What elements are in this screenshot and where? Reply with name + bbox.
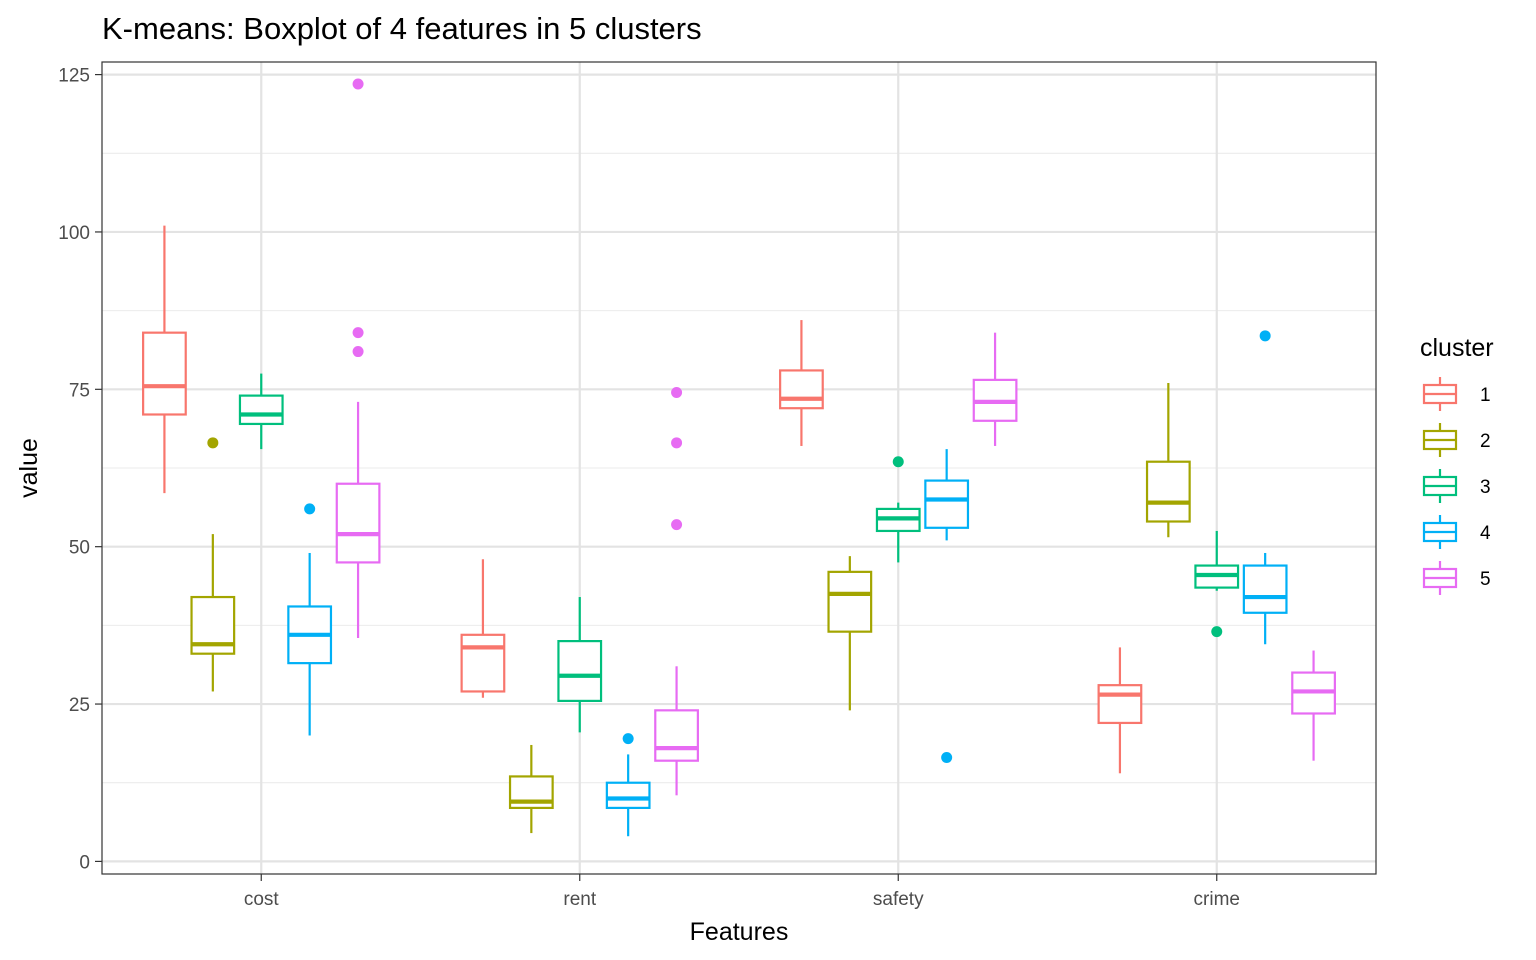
box-cluster-4-cost [287,503,333,736]
x-tick-label: safety [873,889,924,910]
legend-item-5: 5 [1420,557,1491,599]
y-tick-label: 25 [69,695,90,716]
box [1097,684,1143,725]
box-cluster-1-safety [779,320,824,446]
outlier-point [892,456,904,468]
box-cluster-5-cost [335,78,381,638]
box [654,709,699,762]
outlier-point [1259,330,1271,342]
box [335,482,381,564]
outlier-point [671,519,683,531]
y-tick-label: 125 [58,66,90,87]
box-cluster-3-crime [1194,530,1240,638]
box-cluster-3-rent [557,597,603,733]
plot-panel-border [101,61,1377,875]
box-cluster-2-crime [1145,383,1191,538]
box-cluster-5-crime [1291,650,1336,761]
box-cluster-2-safety [827,556,873,711]
x-tick-label: rent [563,889,596,910]
box [142,331,187,416]
legend-label: 1 [1480,385,1491,406]
outlier-point [622,733,634,745]
box [557,640,603,702]
outlier-point [352,327,364,339]
outlier-point [352,78,364,90]
legend-item-1: 1 [1420,373,1491,415]
y-axis-title: value [15,438,43,498]
box-cluster-2-rent [508,744,554,834]
x-tick-label: crime [1194,889,1240,910]
box-cluster-1-crime [1097,647,1143,774]
grid-lines [102,62,1376,874]
box-cluster-1-cost [142,225,187,494]
legend-label: 3 [1480,477,1491,498]
box-groups [142,78,1336,837]
chart-title: K-means: Boxplot of 4 features in 5 clus… [102,11,702,46]
legend-label: 4 [1480,523,1491,544]
box-cluster-4-safety [924,449,970,764]
outlier-point [941,752,953,764]
box [1145,460,1191,523]
outlier-point [671,386,683,398]
x-tick-label: cost [244,889,280,910]
box-cluster-3-cost [238,373,284,450]
legend-title: cluster [1420,334,1494,362]
box-cluster-5-safety [972,332,1018,446]
box [1242,564,1288,614]
box [924,479,970,529]
y-tick-label: 50 [69,538,90,559]
y-tick-label: 0 [79,852,90,873]
box [779,369,824,410]
x-axis-title: Features [690,918,789,946]
box-cluster-1-rent [460,559,506,698]
legend-item-4: 4 [1420,511,1491,553]
box [605,781,651,810]
axes: 0 25 50 75 100 125 cost rent safety crime [58,66,1240,910]
y-tick-label: 75 [69,380,90,401]
box-cluster-4-rent [605,733,651,837]
outlier-point [1211,626,1223,638]
box [460,633,506,693]
legend-label: 5 [1480,569,1491,590]
legend-label: 2 [1480,431,1491,452]
box-cluster-2-cost [190,437,236,692]
legend-item-3: 3 [1420,465,1491,507]
box [827,570,873,633]
y-tick-label: 100 [58,223,90,244]
outlier-point [352,346,364,358]
outlier-point [304,503,316,515]
legend-item-2: 2 [1420,419,1491,461]
box-cluster-5-rent [654,386,699,796]
box-cluster-3-safety [875,456,921,563]
outlier-point [671,437,683,449]
outlier-point [207,437,219,449]
box-cluster-4-crime [1242,330,1288,645]
box [238,394,284,426]
legend: cluster 1 2 3 4 5 [1420,334,1494,599]
